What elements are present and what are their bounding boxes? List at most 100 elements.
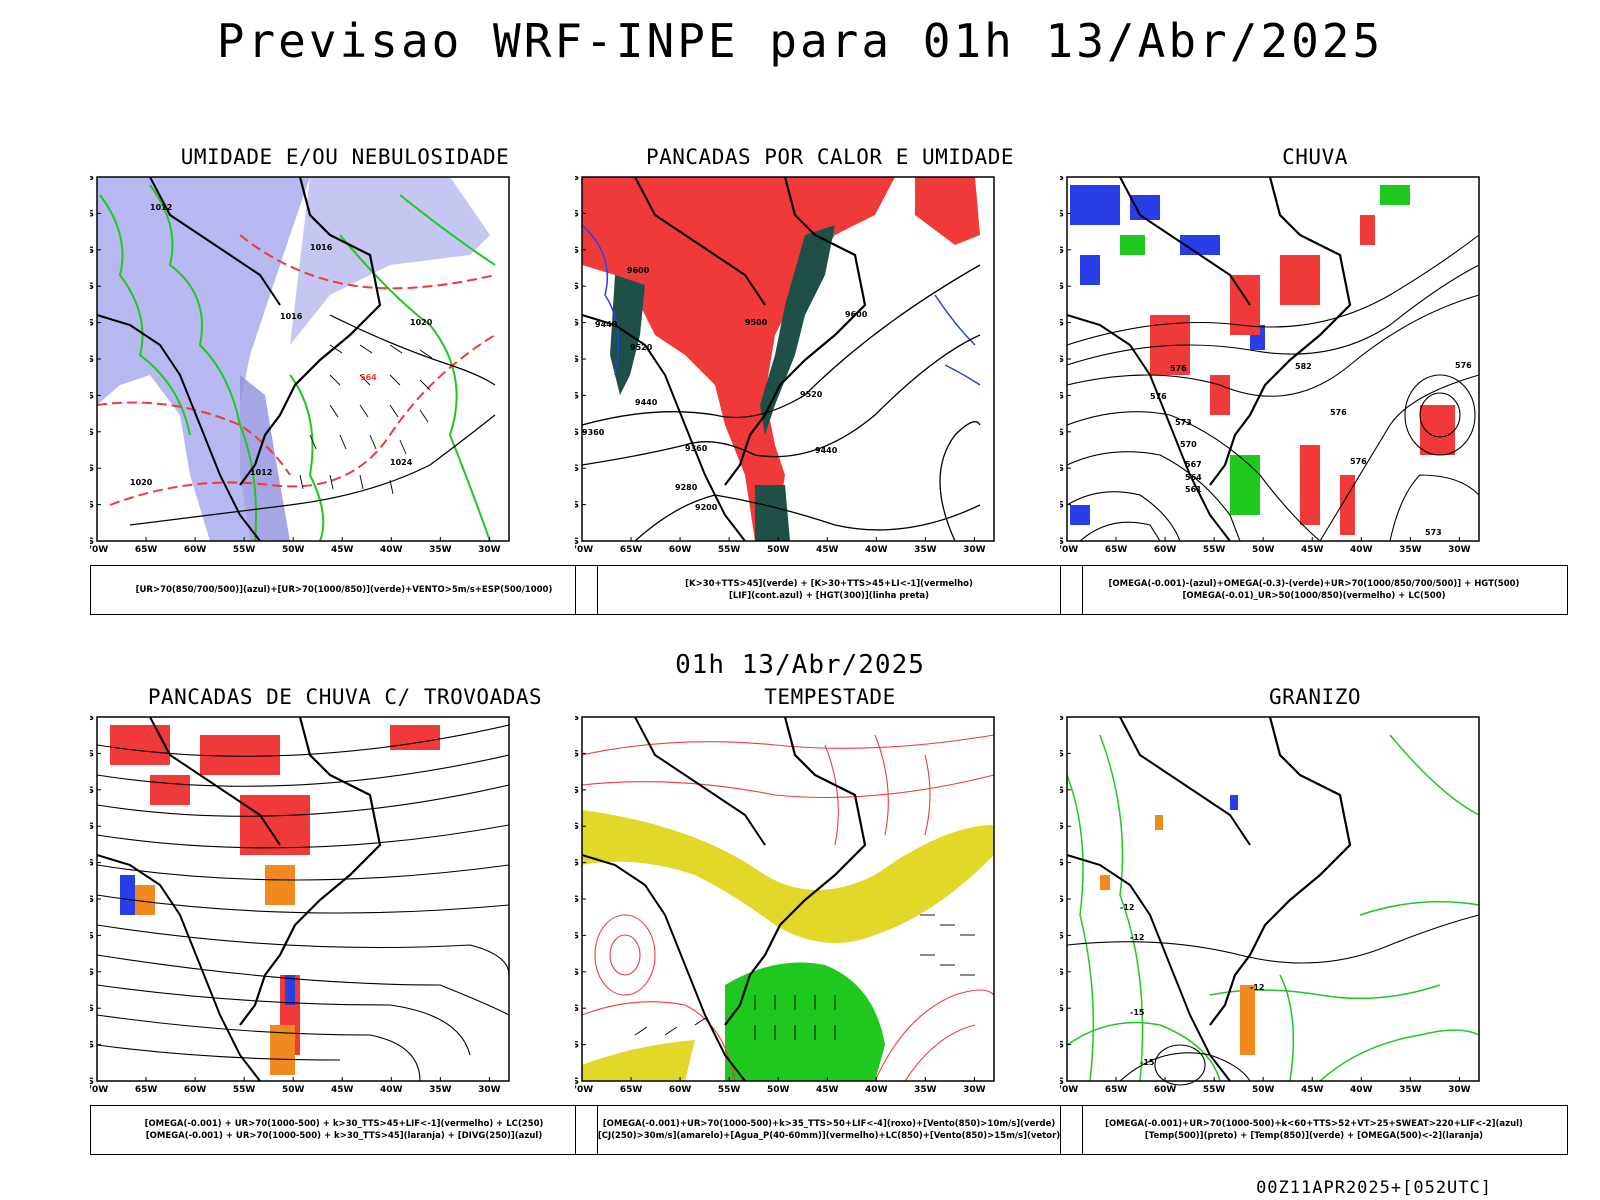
- lat-tick-label: 27S: [575, 895, 579, 905]
- map-tempestade: 12S 15S 18S 21S 24S 27S 30S 33S 36S 39S 42S 70W 65W…: [575, 715, 995, 1095]
- svg-text:1016: 1016: [310, 243, 333, 252]
- svg-text:-12: -12: [1130, 933, 1144, 942]
- lon-tick-label: 30W: [478, 545, 501, 555]
- lat-tick-label: 30S: [90, 931, 94, 941]
- lat-tick-label: 12S: [1060, 715, 1064, 723]
- lon-tick-label: 30W: [1448, 1085, 1471, 1095]
- lat-tick-label: 30S: [1060, 931, 1064, 941]
- lat-tick-label: 27S: [575, 355, 579, 365]
- legend-line: [OMEGA(-0.001) + UR>70(1000-500) + k>30_…: [145, 1131, 543, 1141]
- lon-tick-label: 35W: [914, 1085, 937, 1095]
- lat-tick-label: 18S: [1060, 786, 1064, 796]
- lon-axis: 70W 65W 60W 55W 50W 45W 40W 35W 30W: [575, 537, 986, 555]
- panel-legend: [UR>70(850/700/500)](azul)+[UR>70(1000/8…: [90, 565, 598, 615]
- svg-text:564: 564: [360, 373, 377, 382]
- lat-tick-label: 12S: [90, 715, 94, 723]
- lat-axis: 12S 15S 18S 21S 24S 27S 30S 33S 36S 39S 42S: [1060, 175, 1071, 547]
- lat-tick-label: 24S: [90, 859, 94, 869]
- lon-tick-label: 55W: [233, 545, 256, 555]
- legend-line: [LIF](cont.azul) + [HGT(300)](linha pret…: [728, 591, 930, 601]
- lon-axis: 70W 65W 60W 55W 50W 45W 40W 35W 30W: [90, 1077, 501, 1095]
- rh-low-contour: [339, 234, 491, 542]
- lon-tick-label: 70W: [90, 545, 108, 555]
- lat-tick-label: 21S: [90, 822, 94, 832]
- map-trovoadas: 12S 15S 18S 21S 24S 27S 30S 33S 36S 39S 42S 70W 65W…: [90, 715, 510, 1095]
- kt-fill: [760, 225, 835, 435]
- lat-tick-label: 21S: [90, 282, 94, 292]
- lon-tick-label: 70W: [1060, 545, 1078, 555]
- lon-tick-label: 35W: [914, 545, 937, 555]
- lat-axis: 12S 15S 18S 21S 24S 27S 30S 33S 36S 39S 42S: [575, 175, 586, 547]
- panel-pancadas-calor: PANCADAS POR CALOR E UMIDADE 12S 15S 18S 21…: [575, 145, 1085, 625]
- legend-line: [OMEGA(-0.001)+UR>70(1000-500)+k>35_TTS>…: [602, 1119, 1056, 1129]
- coastline: [581, 716, 867, 1082]
- lon-tick-label: 70W: [575, 1085, 593, 1095]
- svg-text:1024: 1024: [390, 458, 413, 467]
- hgt-contour: [581, 264, 981, 426]
- lat-tick-label: 39S: [90, 1041, 94, 1051]
- lon-tick-label: 40W: [865, 1085, 888, 1095]
- jet-yellow-fill: [582, 810, 994, 943]
- panel-legend: [OMEGA(-0.001)+UR>70(1000-500)+k<60+TTS>…: [1060, 1105, 1568, 1155]
- legend-line: [K>30+TTS>45](verde) + [K>30+TTS>45+LI<-…: [685, 579, 973, 589]
- lon-tick-label: 60W: [669, 545, 692, 555]
- lat-tick-label: 15S: [1060, 209, 1064, 219]
- lat-tick-label: 21S: [1060, 282, 1064, 292]
- lon-tick-label: 55W: [718, 545, 741, 555]
- lif-contour: [581, 224, 620, 376]
- panel-legend: [OMEGA(-0.001) + UR>70(1000-500) + k>30_…: [90, 1105, 598, 1155]
- lat-tick-label: 15S: [90, 209, 94, 219]
- svg-text:564: 564: [1185, 473, 1202, 482]
- omega-blue-patches: [1070, 185, 1265, 525]
- lat-tick-label: 12S: [90, 175, 94, 183]
- coastline: [96, 176, 382, 542]
- panel-title: UMIDADE E/OU NEBULOSIDADE: [180, 145, 510, 169]
- svg-text:576: 576: [1170, 364, 1187, 373]
- lon-tick-label: 65W: [135, 1085, 158, 1095]
- svg-text:9360: 9360: [582, 428, 605, 437]
- lat-tick-label: 12S: [575, 175, 579, 183]
- thickness-contour: [96, 401, 291, 476]
- li-negative-fill: [582, 177, 895, 541]
- svg-text:1020: 1020: [410, 318, 433, 327]
- lon-tick-label: 65W: [1105, 1085, 1128, 1095]
- lat-tick-label: 36S: [575, 1004, 579, 1014]
- svg-text:9600: 9600: [627, 266, 650, 275]
- thickness-contour: [109, 334, 496, 506]
- svg-text:573: 573: [1425, 528, 1442, 537]
- lon-tick-label: 50W: [1252, 545, 1275, 555]
- rh-low-contour: [99, 194, 191, 436]
- hgt-contour: [634, 494, 981, 542]
- svg-text:576: 576: [1350, 457, 1367, 466]
- lat-tick-label: 24S: [1060, 859, 1064, 869]
- lon-tick-label: 35W: [1399, 1085, 1422, 1095]
- lon-tick-label: 35W: [1399, 545, 1422, 555]
- lon-tick-label: 45W: [331, 545, 354, 555]
- lon-tick-label: 50W: [767, 545, 790, 555]
- lat-tick-label: 30S: [90, 391, 94, 401]
- lon-tick-label: 35W: [429, 1085, 452, 1095]
- lat-tick-label: 33S: [1060, 968, 1064, 978]
- lat-tick-label: 30S: [575, 931, 579, 941]
- lif-contour: [934, 294, 981, 386]
- lon-tick-label: 60W: [184, 545, 207, 555]
- panel-legend: [K>30+TTS>45](verde) + [K>30+TTS>45+LI<-…: [575, 565, 1083, 615]
- legend-line: [UR>70(850/700/500)](azul)+[UR>70(1000/8…: [135, 585, 553, 595]
- panel-title: PANCADAS POR CALOR E UMIDADE: [645, 145, 1014, 169]
- omega-green-patches: [1120, 185, 1410, 515]
- lat-tick-label: 27S: [1060, 895, 1064, 905]
- lat-tick-label: 18S: [90, 786, 94, 796]
- svg-text:9440: 9440: [815, 446, 838, 455]
- rain-red-patches: [1150, 215, 1455, 535]
- lon-tick-label: 30W: [1448, 545, 1471, 555]
- lon-tick-label: 65W: [1105, 545, 1128, 555]
- lon-tick-label: 40W: [1350, 1085, 1373, 1095]
- humidity-fill-mid: [97, 177, 310, 541]
- lon-tick-label: 35W: [429, 545, 452, 555]
- panel-umidade: UMIDADE E/OU NEBULOSIDADE: [90, 145, 600, 625]
- lat-tick-label: 42S: [1060, 537, 1064, 547]
- humidity-fill-north: [290, 177, 490, 345]
- panel-title: GRANIZO: [1268, 685, 1361, 709]
- lat-tick-label: 15S: [90, 749, 94, 759]
- hgt-contour: [939, 421, 981, 542]
